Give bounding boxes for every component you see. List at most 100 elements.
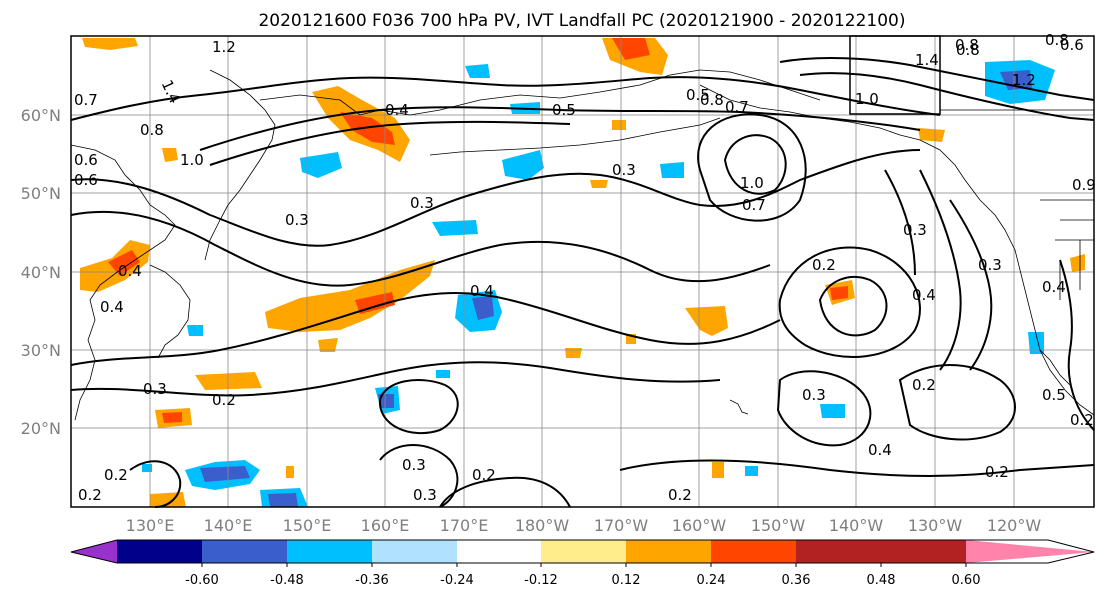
- pv-shade-negative: [820, 404, 845, 418]
- colorbar-segment: [626, 540, 711, 563]
- colorbar-tick-label: -0.60: [185, 573, 219, 588]
- contour-label: 1.0: [740, 174, 764, 192]
- contour-line: [776, 370, 872, 447]
- contour-line: [778, 246, 921, 358]
- contour-line: [949, 199, 993, 371]
- contour-label: 0.3: [402, 456, 426, 474]
- contour-line: [378, 379, 459, 435]
- lat-label-20n: 20°N: [21, 419, 61, 438]
- lon-label: 140°E: [204, 516, 253, 535]
- pv-shading: [80, 38, 1085, 507]
- coastline-hawaii: [729, 399, 749, 415]
- gridlines: [71, 36, 1094, 507]
- pv-shade-positive: [918, 128, 945, 142]
- pv-shade-positive: [318, 338, 338, 352]
- contour-label: 0.3: [143, 380, 167, 398]
- lon-label: 180°W: [515, 516, 570, 535]
- pv-shade-negative: [432, 220, 478, 236]
- coastline-alaska: [699, 84, 981, 201]
- contour-label: 0.6: [1060, 36, 1084, 54]
- contour-label: 0.4: [385, 101, 409, 119]
- contour-line: [619, 459, 1095, 477]
- pv-shade-negative: [465, 64, 490, 78]
- colorbar-segment: [796, 540, 881, 563]
- colorbar-tick-labels: -0.60 -0.48 -0.36 -0.24 -0.12 0.12 0.24 …: [185, 573, 980, 588]
- pv-shade-strong-positive: [108, 250, 140, 276]
- contour-label: 0.2: [912, 376, 936, 394]
- contour-line: [70, 361, 721, 397]
- contour-label: 0.7: [742, 196, 766, 214]
- colorbar-tick-label: -0.24: [440, 573, 474, 588]
- colorbar-ticks: [201, 563, 967, 567]
- contour-label: 0.7: [725, 98, 749, 116]
- colorbar-tick-label: 0.36: [782, 573, 811, 588]
- lon-label: 150°E: [283, 516, 332, 535]
- coastline-aleutians: [429, 117, 721, 156]
- colorbar-segment-extend-high: [966, 540, 1094, 563]
- contour-label: 0.3: [978, 256, 1002, 274]
- pv-shade-strong-negative: [378, 394, 394, 408]
- contour-line: [799, 72, 1095, 121]
- contour-label: 0.6: [74, 171, 98, 189]
- coastline-north-america: [979, 199, 1095, 416]
- contour-label: 0.4: [912, 286, 936, 304]
- contour-label: 0.7: [74, 91, 98, 109]
- boundary-lines: [939, 36, 1094, 300]
- colorbar-segment: [117, 540, 202, 563]
- figure-title: 2020121600 F036 700 hPa PV, IVT Landfall…: [258, 11, 905, 31]
- contour-label: 0.4: [868, 441, 892, 459]
- pv-shade-negative: [436, 370, 450, 378]
- contour-label: 1.2: [1012, 71, 1036, 89]
- colorbar-tick-label: 0.60: [952, 573, 981, 588]
- pv-shade-strong-positive: [830, 286, 848, 300]
- contour-line: [1059, 259, 1095, 431]
- contour-line: [919, 169, 962, 371]
- pv-shade-negative: [187, 325, 203, 336]
- map-frame: [70, 35, 1095, 508]
- coastline-kamchatka: [204, 69, 276, 261]
- contour-label: 0.8: [140, 121, 164, 139]
- colorbar-tick-label: 0.48: [867, 573, 896, 588]
- contour-label: 0.3: [612, 161, 636, 179]
- coastline-baja: [1039, 349, 1071, 386]
- pv-shade-negative: [300, 152, 342, 178]
- contour-line: [884, 169, 916, 276]
- contour-line: [898, 364, 1016, 441]
- lon-label: 130°E: [126, 516, 175, 535]
- contour-label: 0.4: [470, 282, 494, 300]
- contour-line: [209, 120, 571, 166]
- contour-line: [439, 476, 571, 508]
- longitude-labels: 130°E 140°E 150°E 160°E 170°E 180°W 170°…: [126, 516, 1042, 535]
- contour-label: 0.8: [955, 36, 979, 54]
- contour-line: [70, 76, 941, 121]
- pv-shade-positive: [612, 120, 626, 130]
- contour-label: 0.2: [104, 466, 128, 484]
- contour-label: 0.2: [668, 486, 692, 504]
- colorbar-segment: [457, 540, 541, 563]
- pv-shade-strong-negative: [200, 466, 250, 482]
- contour-label: 0.8: [700, 91, 724, 109]
- colorbar-segment: [711, 540, 796, 563]
- lon-label: 170°E: [440, 516, 489, 535]
- contour-line: [723, 134, 787, 195]
- contour-label: 1.4: [915, 51, 939, 69]
- contour-line: [779, 57, 1095, 101]
- colorbar-tick-label: -0.36: [355, 573, 389, 588]
- contour-label: 1.0: [180, 151, 204, 169]
- pv-shade-positive: [82, 38, 138, 50]
- pv-shade-positive: [590, 180, 608, 188]
- contour-label: 0.5: [552, 101, 576, 119]
- contour-line: [70, 149, 921, 247]
- pv-contours: [70, 57, 1095, 508]
- contour-label: 0.4: [118, 262, 142, 280]
- contour-line: [199, 106, 921, 151]
- contour-label: 0.3: [802, 386, 826, 404]
- lat-label-30n: 30°N: [21, 341, 61, 360]
- colorbar: -0.60 -0.48 -0.36 -0.24 -0.12 0.12 0.24 …: [70, 539, 1095, 588]
- contour-label: 0.5: [1042, 386, 1066, 404]
- contour-label: 0.8: [956, 41, 980, 59]
- contour-line: [70, 210, 771, 287]
- colorbar-tick-label: 0.12: [612, 573, 641, 588]
- lon-label: 170°W: [594, 516, 649, 535]
- contour-label: 0.2: [812, 256, 836, 274]
